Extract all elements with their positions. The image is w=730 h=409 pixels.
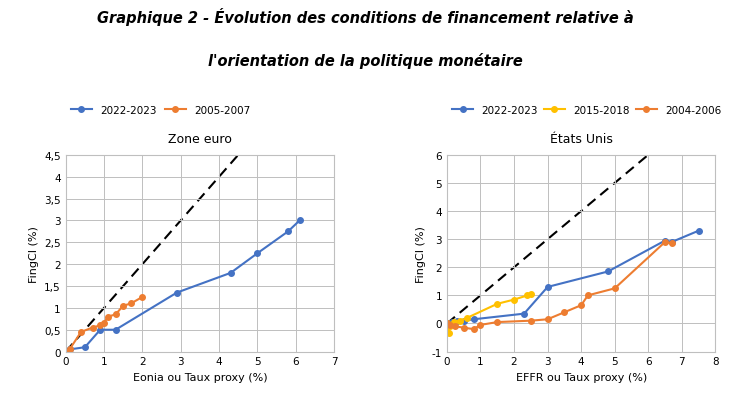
2022-2023 <box>459 319 468 324</box>
2004-2006 <box>661 240 669 245</box>
2004-2006 <box>442 321 451 326</box>
2015-2018 <box>449 320 458 325</box>
2004-2006 <box>451 324 460 329</box>
2015-2018 <box>523 293 532 298</box>
Text: Graphique 2 - Évolution des conditions de financement relative à: Graphique 2 - Évolution des conditions d… <box>96 8 634 26</box>
2022-2023 <box>284 229 293 234</box>
2004-2006 <box>469 327 478 332</box>
Line: 2005-2007: 2005-2007 <box>63 294 145 355</box>
2005-2007 <box>61 349 70 354</box>
Text: Zone euro: Zone euro <box>168 132 232 145</box>
X-axis label: EFFR ou Taux proxy (%): EFFR ou Taux proxy (%) <box>515 372 647 382</box>
2022-2023 <box>61 349 70 354</box>
2004-2006 <box>493 320 502 325</box>
2022-2023 <box>172 290 181 295</box>
Legend: 2022-2023, 2005-2007: 2022-2023, 2005-2007 <box>71 106 250 116</box>
Y-axis label: FingCI (%): FingCI (%) <box>416 225 426 282</box>
2022-2023 <box>96 328 104 333</box>
Text: l'orientation de la politique monétaire: l'orientation de la politique monétaire <box>207 53 523 69</box>
2005-2007 <box>77 330 85 335</box>
2005-2007 <box>65 347 74 352</box>
2022-2023 <box>469 317 478 322</box>
2004-2006 <box>459 326 468 330</box>
2005-2007 <box>126 301 135 306</box>
2015-2018 <box>510 297 518 302</box>
2015-2018 <box>442 321 451 326</box>
2022-2023 <box>667 240 676 245</box>
2004-2006 <box>476 323 485 328</box>
2005-2007 <box>111 312 120 317</box>
2004-2006 <box>667 241 676 246</box>
Text: États Unis: États Unis <box>550 132 612 145</box>
X-axis label: Eonia ou Taux proxy (%): Eonia ou Taux proxy (%) <box>133 372 267 382</box>
2005-2007 <box>104 315 112 319</box>
2022-2023 <box>447 320 456 325</box>
2015-2018 <box>526 292 535 297</box>
Y-axis label: FingCI (%): FingCI (%) <box>28 225 39 282</box>
2005-2007 <box>96 323 104 328</box>
2022-2023 <box>65 347 74 352</box>
2022-2023 <box>604 270 612 274</box>
2004-2006 <box>610 286 619 291</box>
2022-2023 <box>295 218 304 223</box>
Legend: 2022-2023, 2015-2018, 2004-2006: 2022-2023, 2015-2018, 2004-2006 <box>452 106 721 116</box>
2015-2018 <box>446 324 455 329</box>
2022-2023 <box>453 319 461 324</box>
2022-2023 <box>543 285 552 290</box>
2004-2006 <box>583 293 592 298</box>
2022-2023 <box>80 345 89 350</box>
2004-2006 <box>446 323 455 328</box>
2004-2006 <box>577 303 585 308</box>
2015-2018 <box>445 331 453 336</box>
2022-2023 <box>661 238 669 243</box>
2015-2018 <box>456 319 465 324</box>
2022-2023 <box>694 229 703 234</box>
2005-2007 <box>88 325 97 330</box>
Line: 2004-2006: 2004-2006 <box>444 240 675 332</box>
2022-2023 <box>253 251 262 256</box>
2022-2023 <box>445 321 454 326</box>
2004-2006 <box>543 317 552 322</box>
Line: 2015-2018: 2015-2018 <box>444 292 534 336</box>
Line: 2022-2023: 2022-2023 <box>63 218 302 355</box>
2005-2007 <box>100 321 109 326</box>
2004-2006 <box>526 319 535 324</box>
2015-2018 <box>463 316 472 321</box>
2004-2006 <box>560 310 569 315</box>
2005-2007 <box>138 295 147 300</box>
2022-2023 <box>520 311 529 316</box>
2022-2023 <box>111 328 120 333</box>
2005-2007 <box>119 303 128 308</box>
2015-2018 <box>493 301 502 306</box>
2022-2023 <box>226 271 235 276</box>
2022-2023 <box>442 321 451 326</box>
Line: 2022-2023: 2022-2023 <box>444 228 702 326</box>
